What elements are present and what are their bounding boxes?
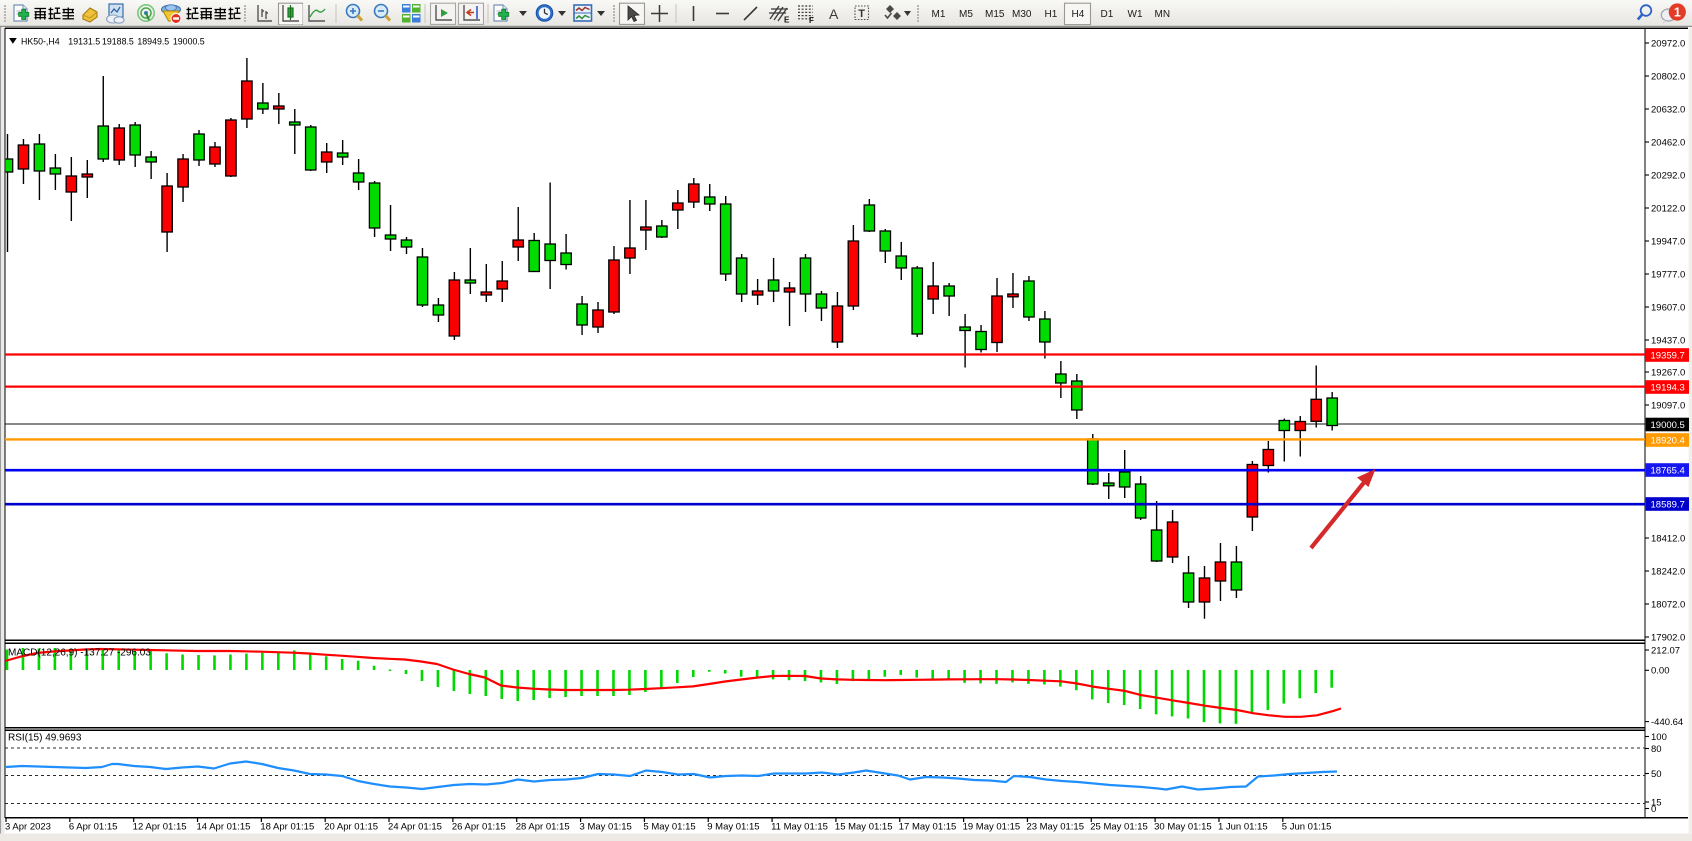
- svg-text:-440.64: -440.64: [1651, 717, 1683, 728]
- svg-text:F: F: [809, 16, 814, 25]
- svg-text:80: 80: [1651, 744, 1662, 755]
- svg-text:H1: H1: [1045, 9, 1058, 20]
- svg-text:19 May 01:15: 19 May 01:15: [963, 822, 1021, 833]
- svg-text:MN: MN: [1155, 9, 1171, 20]
- svg-text:HK50-,H4: HK50-,H4: [21, 36, 60, 46]
- svg-text:0.00: 0.00: [1651, 666, 1670, 677]
- svg-text:212.07: 212.07: [1651, 645, 1680, 656]
- svg-text:19777.0: 19777.0: [1651, 269, 1685, 280]
- svg-text:19194.3: 19194.3: [1651, 382, 1685, 393]
- svg-text:9 May 01:15: 9 May 01:15: [707, 822, 759, 833]
- svg-text:D1: D1: [1101, 9, 1114, 20]
- svg-text:17902.0: 17902.0: [1651, 632, 1685, 643]
- svg-text:19437.0: 19437.0: [1651, 335, 1685, 346]
- svg-text:18 Apr 01:15: 18 Apr 01:15: [260, 822, 314, 833]
- svg-text:M1: M1: [932, 9, 946, 20]
- svg-text:5 Jun 01:15: 5 Jun 01:15: [1282, 822, 1332, 833]
- svg-text:50: 50: [1651, 769, 1662, 780]
- svg-text:RSI(15) 49.9693: RSI(15) 49.9693: [8, 733, 82, 744]
- svg-text:18242.0: 18242.0: [1651, 566, 1685, 577]
- svg-text:W1: W1: [1128, 9, 1143, 20]
- svg-text:6 Apr 01:15: 6 Apr 01:15: [69, 822, 118, 833]
- svg-text:T: T: [858, 8, 865, 20]
- svg-text:20 Apr 01:15: 20 Apr 01:15: [324, 822, 378, 833]
- svg-text:19131.5: 19131.5: [68, 36, 100, 46]
- svg-text:17 May 01:15: 17 May 01:15: [899, 822, 957, 833]
- svg-text:18072.0: 18072.0: [1651, 599, 1685, 610]
- svg-text:19000.5: 19000.5: [1651, 420, 1685, 431]
- svg-text:E: E: [784, 16, 790, 25]
- svg-text:14 Apr 01:15: 14 Apr 01:15: [197, 822, 251, 833]
- svg-text:18920.4: 18920.4: [1651, 435, 1685, 446]
- svg-text:1: 1: [1674, 5, 1681, 19]
- svg-text:20122.0: 20122.0: [1651, 203, 1685, 214]
- svg-text:26 Apr 01:15: 26 Apr 01:15: [452, 822, 506, 833]
- svg-text:15: 15: [1651, 797, 1662, 808]
- svg-text:28 Apr 01:15: 28 Apr 01:15: [516, 822, 570, 833]
- svg-text:1 Jun 01:15: 1 Jun 01:15: [1218, 822, 1268, 833]
- svg-text:MACD(12,26,9) -137.27 -296.03: MACD(12,26,9) -137.27 -296.03: [8, 648, 151, 659]
- svg-text:19267.0: 19267.0: [1651, 367, 1685, 378]
- svg-text:M15: M15: [985, 9, 1005, 20]
- svg-text:3 May 01:15: 3 May 01:15: [580, 822, 632, 833]
- svg-text:25 May 01:15: 25 May 01:15: [1090, 822, 1148, 833]
- svg-text:19097.0: 19097.0: [1651, 400, 1685, 411]
- svg-text:19188.5: 19188.5: [102, 36, 134, 46]
- svg-text:20632.0: 20632.0: [1651, 104, 1685, 115]
- svg-text:0: 0: [1651, 804, 1656, 815]
- svg-text:23 May 01:15: 23 May 01:15: [1026, 822, 1084, 833]
- svg-text:M5: M5: [959, 9, 973, 20]
- svg-text:20802.0: 20802.0: [1651, 71, 1685, 82]
- svg-text:11 May 01:15: 11 May 01:15: [771, 822, 828, 833]
- svg-text:20972.0: 20972.0: [1651, 38, 1685, 49]
- svg-text:18949.5: 18949.5: [137, 36, 169, 46]
- svg-text:20462.0: 20462.0: [1651, 137, 1685, 148]
- svg-text:19359.7: 19359.7: [1651, 350, 1685, 361]
- svg-text:18412.0: 18412.0: [1651, 533, 1685, 544]
- svg-text:M30: M30: [1012, 9, 1032, 20]
- svg-text:3 Apr 2023: 3 Apr 2023: [5, 822, 51, 833]
- svg-text:18589.7: 18589.7: [1651, 499, 1685, 510]
- svg-text:20292.0: 20292.0: [1651, 170, 1685, 181]
- svg-text:15 May 01:15: 15 May 01:15: [835, 822, 893, 833]
- svg-text:18765.4: 18765.4: [1651, 465, 1685, 476]
- svg-text:H4: H4: [1072, 9, 1085, 20]
- svg-text:19000.5: 19000.5: [173, 36, 205, 46]
- svg-text:5 May 01:15: 5 May 01:15: [643, 822, 695, 833]
- svg-text:100: 100: [1651, 732, 1667, 743]
- svg-text:19947.0: 19947.0: [1651, 236, 1685, 247]
- svg-text:12 Apr 01:15: 12 Apr 01:15: [133, 822, 187, 833]
- svg-text:A: A: [829, 6, 839, 22]
- svg-text:19607.0: 19607.0: [1651, 302, 1685, 313]
- svg-text:24 Apr 01:15: 24 Apr 01:15: [388, 822, 442, 833]
- svg-text:30 May 01:15: 30 May 01:15: [1154, 822, 1212, 833]
